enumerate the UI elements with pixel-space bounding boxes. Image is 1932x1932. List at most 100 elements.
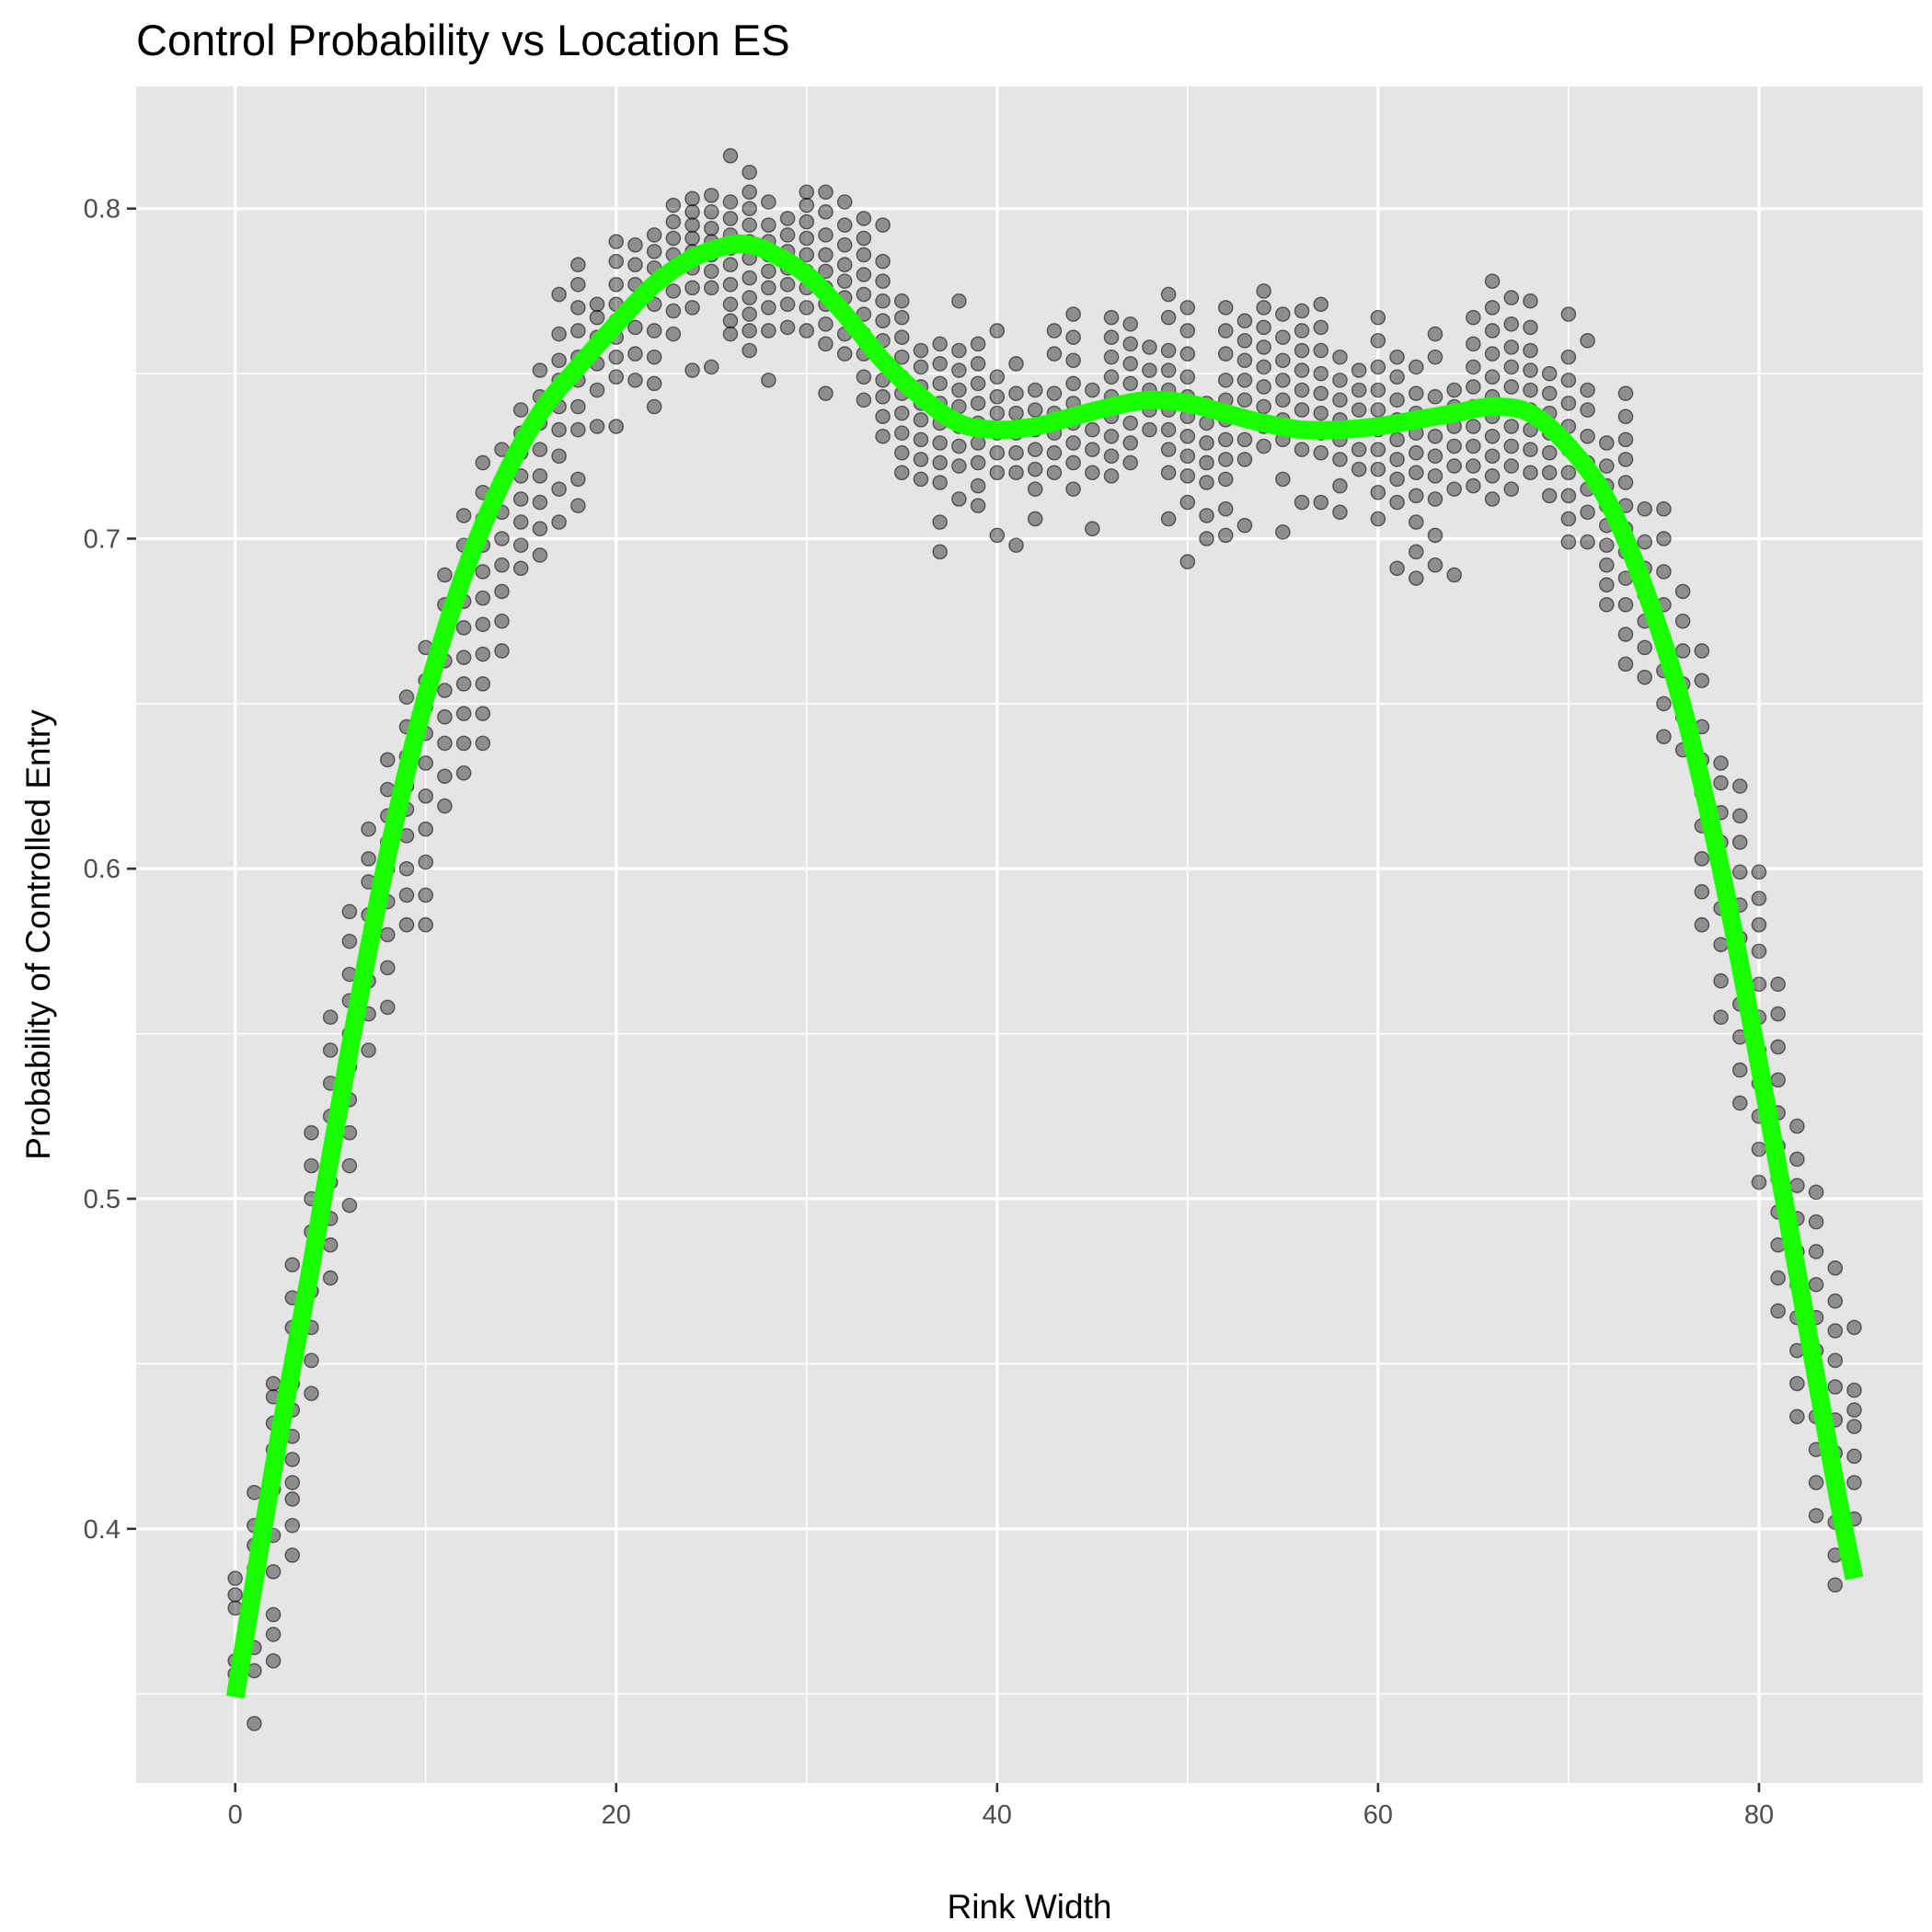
data-point [1599, 577, 1615, 593]
data-point [1789, 1118, 1805, 1134]
data-point [589, 309, 605, 326]
data-point [856, 230, 872, 247]
data-point [1580, 402, 1595, 418]
data-point [284, 1257, 301, 1273]
data-point [1427, 527, 1443, 544]
data-point [608, 349, 625, 365]
data-point [1523, 382, 1538, 398]
data-point [799, 247, 815, 263]
data-point [684, 300, 700, 316]
data-point [418, 916, 433, 933]
data-point [1617, 627, 1634, 642]
data-point [1694, 643, 1710, 659]
data-point [1256, 379, 1271, 395]
data-point [1408, 488, 1424, 504]
data-point [1256, 283, 1271, 299]
data-point [1617, 431, 1634, 448]
data-point [1827, 1352, 1844, 1369]
data-point [1142, 339, 1157, 355]
data-point [551, 352, 567, 369]
data-point [989, 465, 1006, 481]
data-point [970, 477, 986, 494]
data-point [304, 1157, 319, 1174]
data-point [875, 253, 891, 270]
data-point [570, 257, 586, 273]
data-point [418, 854, 433, 870]
data-point [284, 1491, 301, 1507]
data-point [627, 257, 643, 273]
data-point [1560, 396, 1577, 411]
data-point [970, 498, 986, 513]
data-point [836, 217, 853, 233]
data-point [1236, 431, 1253, 448]
data-point [836, 346, 853, 362]
data-point [799, 323, 815, 339]
data-point [1599, 596, 1615, 613]
data-point [1808, 1213, 1824, 1230]
data-point [1617, 596, 1634, 613]
data-point [1160, 465, 1177, 481]
data-point [1408, 544, 1424, 560]
data-point [1408, 465, 1424, 481]
data-point [742, 164, 757, 180]
data-point [1523, 465, 1538, 481]
data-point [627, 236, 643, 253]
data-point [475, 706, 491, 721]
data-point [1466, 336, 1481, 352]
data-point [1713, 972, 1729, 989]
data-point [1236, 332, 1253, 349]
data-point [684, 217, 700, 233]
data-point [970, 454, 986, 471]
data-point [1065, 306, 1081, 322]
data-point [437, 768, 453, 785]
data-point [1103, 448, 1120, 465]
data-point [1313, 444, 1329, 461]
data-point [665, 230, 682, 247]
data-point [761, 217, 776, 233]
data-point [703, 220, 719, 236]
data-point [1846, 1382, 1862, 1398]
data-point [265, 1375, 282, 1392]
data-point [1408, 514, 1424, 530]
data-point [1846, 1448, 1862, 1465]
data-point [1275, 524, 1291, 540]
data-point [1122, 316, 1139, 332]
data-point [836, 236, 853, 253]
data-point [703, 204, 719, 220]
data-point [1580, 534, 1595, 550]
data-point [856, 211, 872, 226]
data-point [1256, 319, 1271, 336]
data-point [1351, 362, 1367, 378]
data-point [1427, 428, 1443, 444]
data-point [1160, 421, 1177, 438]
data-point [1085, 521, 1100, 537]
data-point [1008, 444, 1024, 461]
data-point [1256, 300, 1271, 316]
data-point [475, 735, 491, 752]
data-point [437, 567, 453, 583]
data-point [304, 1124, 319, 1141]
data-point [1370, 332, 1386, 349]
data-point [913, 342, 929, 359]
data-point [322, 1009, 339, 1025]
data-point [1103, 468, 1120, 484]
data-point [475, 590, 491, 606]
data-point [551, 448, 567, 465]
data-point [875, 293, 891, 309]
data-point [1389, 392, 1405, 408]
data-point [1351, 382, 1367, 398]
data-point [1160, 442, 1177, 457]
data-point [398, 689, 415, 705]
data-point [970, 396, 986, 411]
data-point [1599, 458, 1615, 474]
data-point [475, 676, 491, 692]
data-point [1389, 560, 1405, 577]
data-point [1065, 454, 1081, 471]
major-gridlines [136, 86, 1923, 1783]
data-point [722, 194, 739, 210]
data-point [1122, 415, 1139, 431]
data-point [1541, 365, 1558, 382]
data-point [1046, 465, 1063, 481]
data-point [1808, 1244, 1824, 1259]
data-point [1160, 309, 1177, 326]
